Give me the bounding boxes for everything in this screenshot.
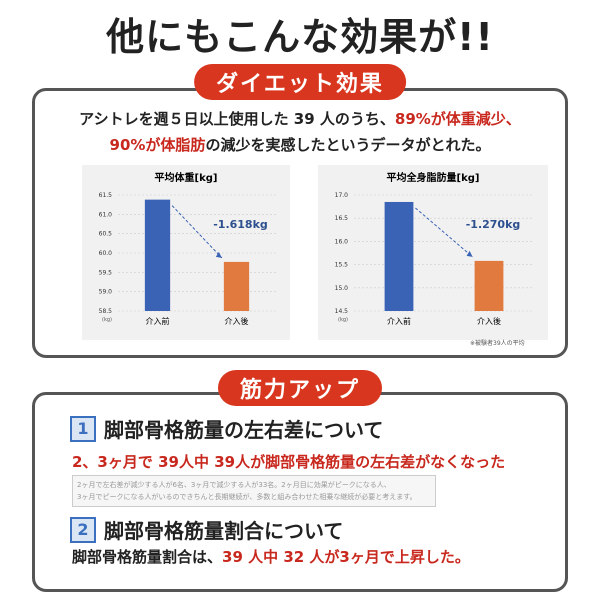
chart: 平均全身脂肪量[kg] (kg) 14.5 15.0 15.5 16.0 16.5 17.0 介… <box>318 165 548 340</box>
page-title: 他にもこんな効果が!! <box>106 15 494 59</box>
y-tick-label: 16.0 <box>335 238 349 245</box>
muscle-heading: 筋力アップ <box>217 370 383 406</box>
bar <box>144 199 171 311</box>
change-arrow <box>415 207 473 258</box>
chart: 平均体重[kg] (kg) 58.5 59.0 59.5 60.0 60.5 61.0 61.5… <box>82 165 290 340</box>
x-tick-label: 介入後 <box>225 316 249 326</box>
arrow-head <box>215 251 222 258</box>
item-title: 脚部骨格筋量の左右差について <box>104 418 384 442</box>
chart-note: ※被験者39人の平均 <box>470 340 525 347</box>
y-tick-label: 17.0 <box>335 192 349 199</box>
y-tick-label: 61.0 <box>99 211 113 218</box>
item-number: 1 <box>70 416 96 442</box>
arrow-head <box>466 250 473 257</box>
item-number: 2 <box>70 517 96 543</box>
y-tick-label: 59.5 <box>99 269 113 276</box>
chart-title: 平均全身脂肪量[kg] <box>387 171 480 184</box>
detail-line: 3ヶ月でピークになる人がいるのできちんと長期継続が、多数と組み合わせた相乗な継続… <box>77 493 417 501</box>
y-tick-label: 61.5 <box>99 192 113 199</box>
bar <box>474 260 504 311</box>
detail-box: 2ヶ月で左右差が減少する人が6名、3ヶ月で減少する人が33名。2ヶ月目に効果がピ… <box>72 475 436 507</box>
text-segment: 脚部骨格筋量割合は、 <box>72 548 223 566</box>
y-tick-label: 58.5 <box>99 308 113 315</box>
y-tick-label: 60.5 <box>99 231 113 238</box>
chart-bg <box>82 165 290 340</box>
text-segment: 90%が体脂肪 <box>109 136 206 154</box>
y-tick-label: 16.5 <box>335 215 349 222</box>
chart-bg <box>318 165 548 340</box>
y-tick-label: 15.5 <box>335 262 349 269</box>
bar <box>384 201 414 311</box>
y-tick-label: 14.5 <box>335 308 349 315</box>
text-segment: 2、3ヶ月で 39人中 39人が脚部骨格筋量の左右差がなくなった <box>72 453 506 471</box>
y-tick-label: 15.0 <box>335 285 349 292</box>
annotation: -1.618kg <box>213 218 268 231</box>
text-line: アシトレを週５日以上使用した 39 人のうち、89%が体重減少、 <box>0 108 600 129</box>
x-tick-label: 介入後 <box>477 316 501 326</box>
text-segment: 89%が体重減少、 <box>394 110 521 128</box>
annotation: -1.270kg <box>466 218 521 231</box>
text-segment: アシトレを週５日以上使用した 39 人のうち、 <box>79 110 395 128</box>
x-tick-label: 介入前 <box>146 316 170 326</box>
text-line: 脚部骨格筋量割合は、39 人中 32 人が3ヶ月で上昇した。 <box>72 546 470 567</box>
detail-line: 2ヶ月で左右差が減少する人が6名、3ヶ月で減少する人が33名。2ヶ月目に効果がピ… <box>77 481 391 489</box>
text-segment: の減少を実感したというデータがとれた。 <box>205 136 491 154</box>
y-tick-label: 60.0 <box>99 250 113 257</box>
text-line: 2、3ヶ月で 39人中 39人が脚部骨格筋量の左右差がなくなった <box>72 451 505 472</box>
bar <box>223 261 250 311</box>
x-tick-label: 介入前 <box>387 316 411 326</box>
text-line: 90%が体脂肪の減少を実感したというデータがとれた。 <box>0 134 600 155</box>
text-segment: 39 人中 32 人が3ヶ月で上昇した。 <box>222 548 470 566</box>
change-arrow <box>171 205 223 259</box>
diet-heading: ダイエット効果 <box>194 64 406 100</box>
y-tick-label: 59.0 <box>99 289 113 296</box>
item-title: 脚部骨格筋量割合について <box>104 519 344 543</box>
axis-unit: (kg) <box>338 317 348 323</box>
chart-title: 平均体重[kg] <box>155 171 218 184</box>
axis-unit: (kg) <box>102 317 112 323</box>
